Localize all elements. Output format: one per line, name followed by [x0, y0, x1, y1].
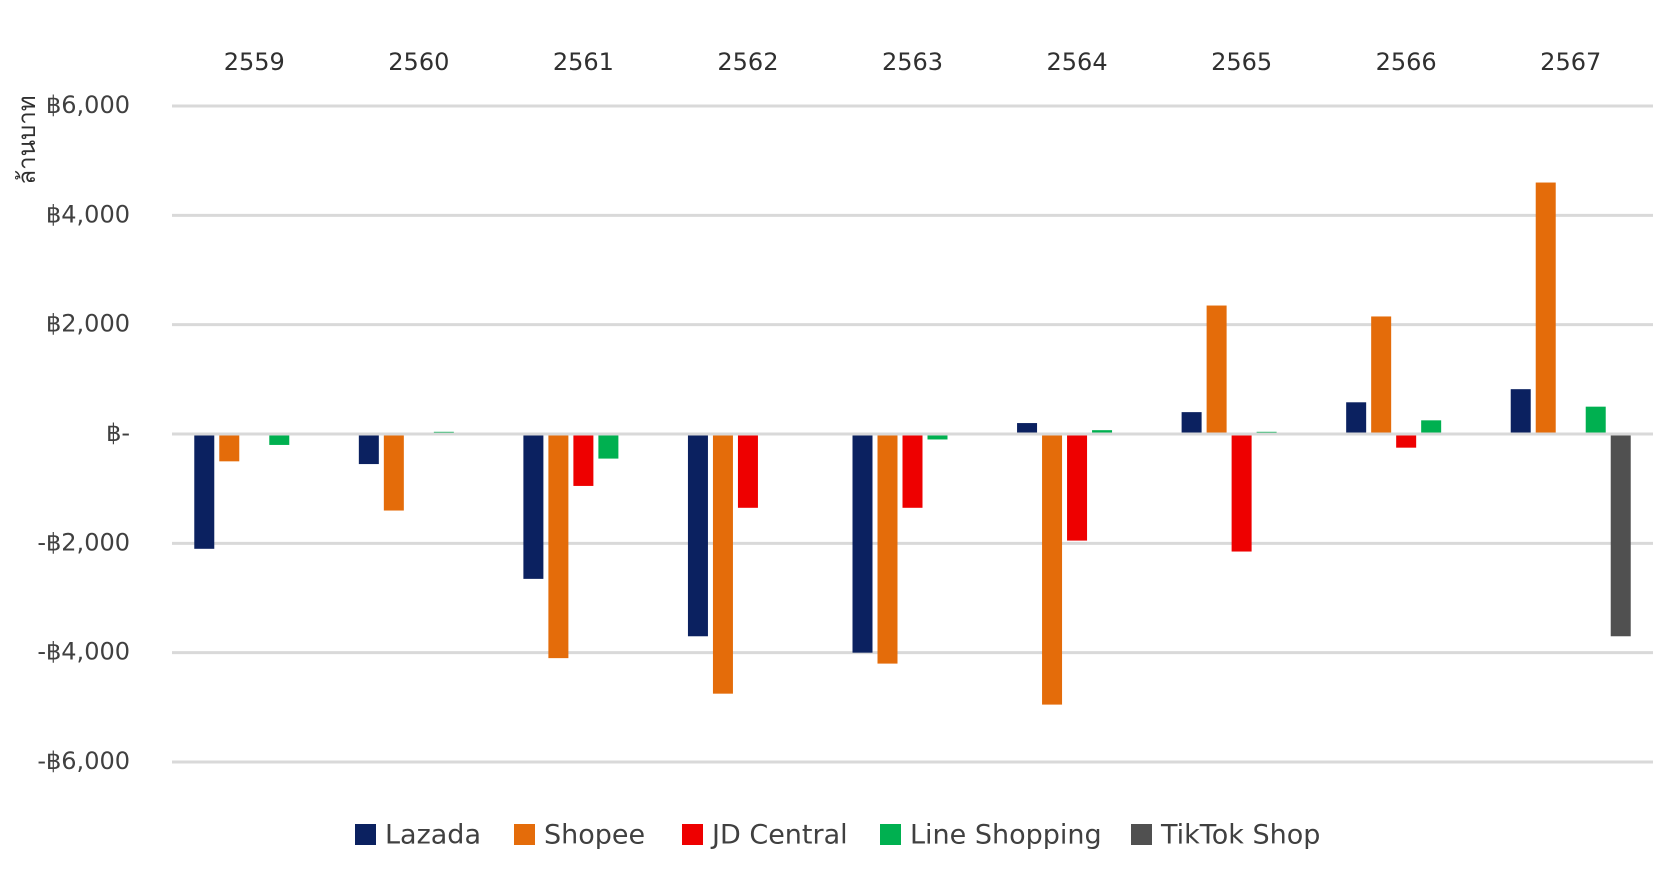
bar	[269, 434, 290, 445]
bar	[598, 434, 619, 459]
bar	[1396, 434, 1417, 448]
bar	[1421, 420, 1442, 434]
bar	[1042, 434, 1063, 705]
legend-entry: Line Shopping	[910, 820, 1102, 851]
bar	[1017, 423, 1038, 434]
bar	[1206, 305, 1227, 434]
category-label: 2561	[553, 48, 614, 76]
y-tick-label: ฿-	[106, 419, 130, 447]
bar	[1231, 434, 1252, 552]
legend-swatch	[1131, 824, 1152, 845]
y-axis-label: ล้านบาท	[13, 95, 41, 184]
bar	[1067, 434, 1088, 541]
bar	[219, 434, 240, 462]
bar	[573, 434, 594, 486]
bar	[687, 434, 708, 637]
y-tick-label: ฿4,000	[46, 200, 130, 228]
bar	[1610, 434, 1631, 637]
y-tick-label: ฿6,000	[46, 91, 130, 119]
category-label: 2560	[388, 48, 449, 76]
category-label: 2566	[1376, 48, 1437, 76]
bar	[1092, 430, 1113, 434]
bar	[712, 434, 733, 694]
category-label: 2565	[1211, 48, 1272, 76]
legend-swatch	[682, 824, 703, 845]
legend: Lazada Shopee JD Central Line Shopping TikTo…	[355, 820, 1320, 851]
bar	[548, 434, 569, 659]
legend-swatch	[880, 824, 901, 845]
bar	[1346, 402, 1367, 434]
category-label: 2564	[1047, 48, 1108, 76]
y-axis-ticks: ฿6,000 ฿4,000 ฿2,000 ฿- -฿2,000 -฿4,000 -฿6,00…	[37, 91, 130, 775]
legend-swatch	[355, 824, 376, 845]
bar	[852, 434, 873, 653]
bar	[927, 434, 948, 440]
legend-entry: TikTok Shop	[1160, 820, 1320, 851]
bar	[194, 434, 215, 549]
category-label: 2563	[882, 48, 943, 76]
category-label: 2567	[1540, 48, 1601, 76]
category-labels: 2559 2560 2561 2562 2563 2564 2565 2566 2567	[224, 48, 1602, 76]
y-tick-label: -฿4,000	[37, 638, 130, 666]
bar	[902, 434, 923, 508]
bar	[1585, 406, 1606, 434]
bar	[1181, 412, 1202, 434]
bar	[737, 434, 758, 508]
y-tick-label: -฿6,000	[37, 747, 130, 775]
bar	[1510, 389, 1531, 434]
y-tick-label: ฿2,000	[46, 310, 130, 338]
bar	[1535, 182, 1556, 434]
bar	[383, 434, 404, 511]
y-tick-label: -฿2,000	[37, 528, 130, 556]
bar	[877, 434, 898, 664]
bar	[1371, 316, 1392, 434]
bars	[172, 182, 1653, 705]
legend-swatch	[514, 824, 535, 845]
bar	[358, 434, 379, 465]
bar	[523, 434, 544, 579]
legend-entry: Shopee	[544, 820, 645, 851]
category-label: 2559	[224, 48, 285, 76]
legend-entry: Lazada	[385, 820, 481, 851]
legend-entry: JD Central	[710, 820, 848, 851]
category-label: 2562	[717, 48, 778, 76]
